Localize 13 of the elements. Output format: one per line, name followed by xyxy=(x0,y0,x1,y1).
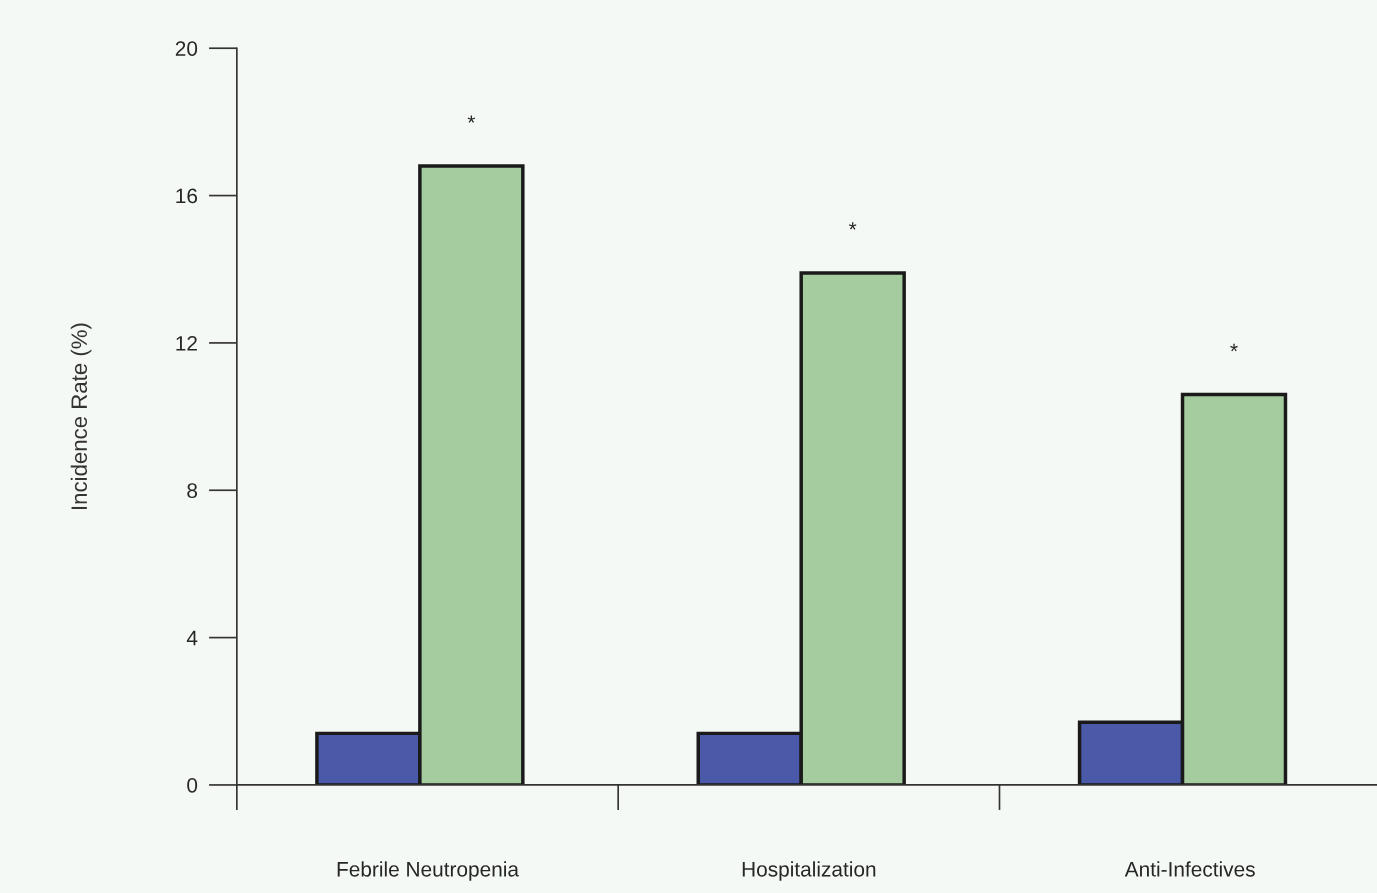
y-tick-label: 0 xyxy=(187,777,198,793)
annotation: * xyxy=(467,115,476,123)
x-tick-label: Febrile Neutropenia xyxy=(337,861,519,881)
x-tick-label: Anti-Infectives xyxy=(1124,861,1255,877)
y-tick-label: 20 xyxy=(175,41,198,56)
y-tick-label: 8 xyxy=(187,483,198,499)
annotation: * xyxy=(1230,343,1238,352)
annotation: * xyxy=(848,222,857,230)
y-tick-label: 12 xyxy=(176,335,197,351)
y-tick-label: 16 xyxy=(176,188,198,204)
x-tick-label: Hospitalization xyxy=(742,861,876,881)
y-tick-label: 4 xyxy=(186,630,198,646)
y-axis-title: Incidence Rate (%) xyxy=(70,323,92,510)
